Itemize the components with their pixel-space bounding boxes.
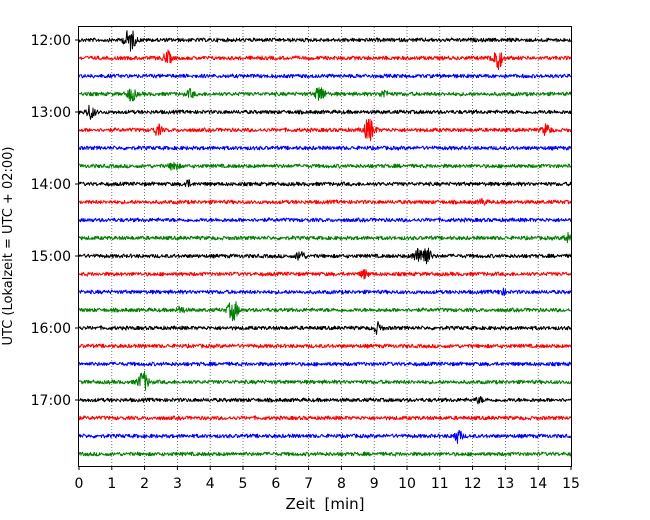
trace-1515: [78, 269, 572, 280]
y-tick-label: 14:00: [31, 177, 71, 193]
x-gridlines: [111, 27, 539, 466]
x-tick-label: 13: [496, 476, 514, 492]
trace-1715: [78, 415, 572, 421]
trace-1545: [78, 301, 572, 322]
x-axis: 0 1 2 3 4 5 6 7 8 9 10 11 12 13 14 15: [75, 466, 580, 492]
trace-1245: [79, 87, 572, 102]
x-tick-label: 14: [529, 476, 547, 492]
x-axis-title: Zeit [min]: [285, 495, 364, 513]
x-tick-label: 0: [75, 476, 84, 492]
y-tick-label: 12:00: [31, 33, 71, 49]
trace-1215: [78, 49, 572, 71]
x-tick-label: 1: [107, 476, 116, 492]
x-tick-label: 12: [464, 476, 482, 492]
x-tick-label: 2: [140, 476, 149, 492]
x-tick-label: 15: [562, 476, 580, 492]
x-tick-label: 6: [271, 476, 280, 492]
y-axis-title: UTC (Lokalzeit = UTC + 02:00): [1, 147, 16, 346]
trace-1600: [78, 321, 572, 335]
trace-1730: [78, 430, 572, 444]
x-tick-label: 5: [239, 476, 248, 492]
trace-1700: [78, 396, 572, 405]
trace-1330: [78, 145, 572, 151]
x-tick-label: 7: [304, 476, 313, 492]
trace-1415: [78, 197, 572, 206]
trace-1500: [78, 247, 572, 265]
trace-1430: [78, 217, 572, 223]
plot-frame: [78, 26, 572, 467]
y-tick-label: 13:00: [31, 105, 71, 121]
trace-1530: [78, 287, 572, 296]
trace-1745: [78, 451, 572, 457]
x-tick-label: 10: [398, 476, 416, 492]
trace-1400: [78, 179, 572, 188]
x-tick-label: 4: [206, 476, 215, 492]
x-tick-label: 3: [173, 476, 182, 492]
trace-1645: [78, 370, 572, 391]
trace-1345: [78, 161, 572, 171]
x-tick-label: 9: [370, 476, 379, 492]
y-tick-label: 16:00: [31, 321, 71, 337]
trace-1315: [78, 118, 572, 142]
trace-1445: [78, 231, 572, 244]
trace-1200: [78, 30, 572, 52]
trace-1615: [79, 343, 572, 349]
y-axis: 12:00 13:00 14:00 15:00 16:00 17:00: [31, 33, 79, 409]
y-tick-label: 17:00: [31, 393, 71, 409]
x-tick-label: 8: [337, 476, 346, 492]
x-tick-label: 11: [431, 476, 449, 492]
y-tick-label: 15:00: [31, 249, 71, 265]
seismic-traces: [78, 30, 572, 457]
trace-1230: [78, 73, 572, 79]
trace-1630: [78, 361, 572, 367]
trace-1300: [78, 104, 572, 120]
